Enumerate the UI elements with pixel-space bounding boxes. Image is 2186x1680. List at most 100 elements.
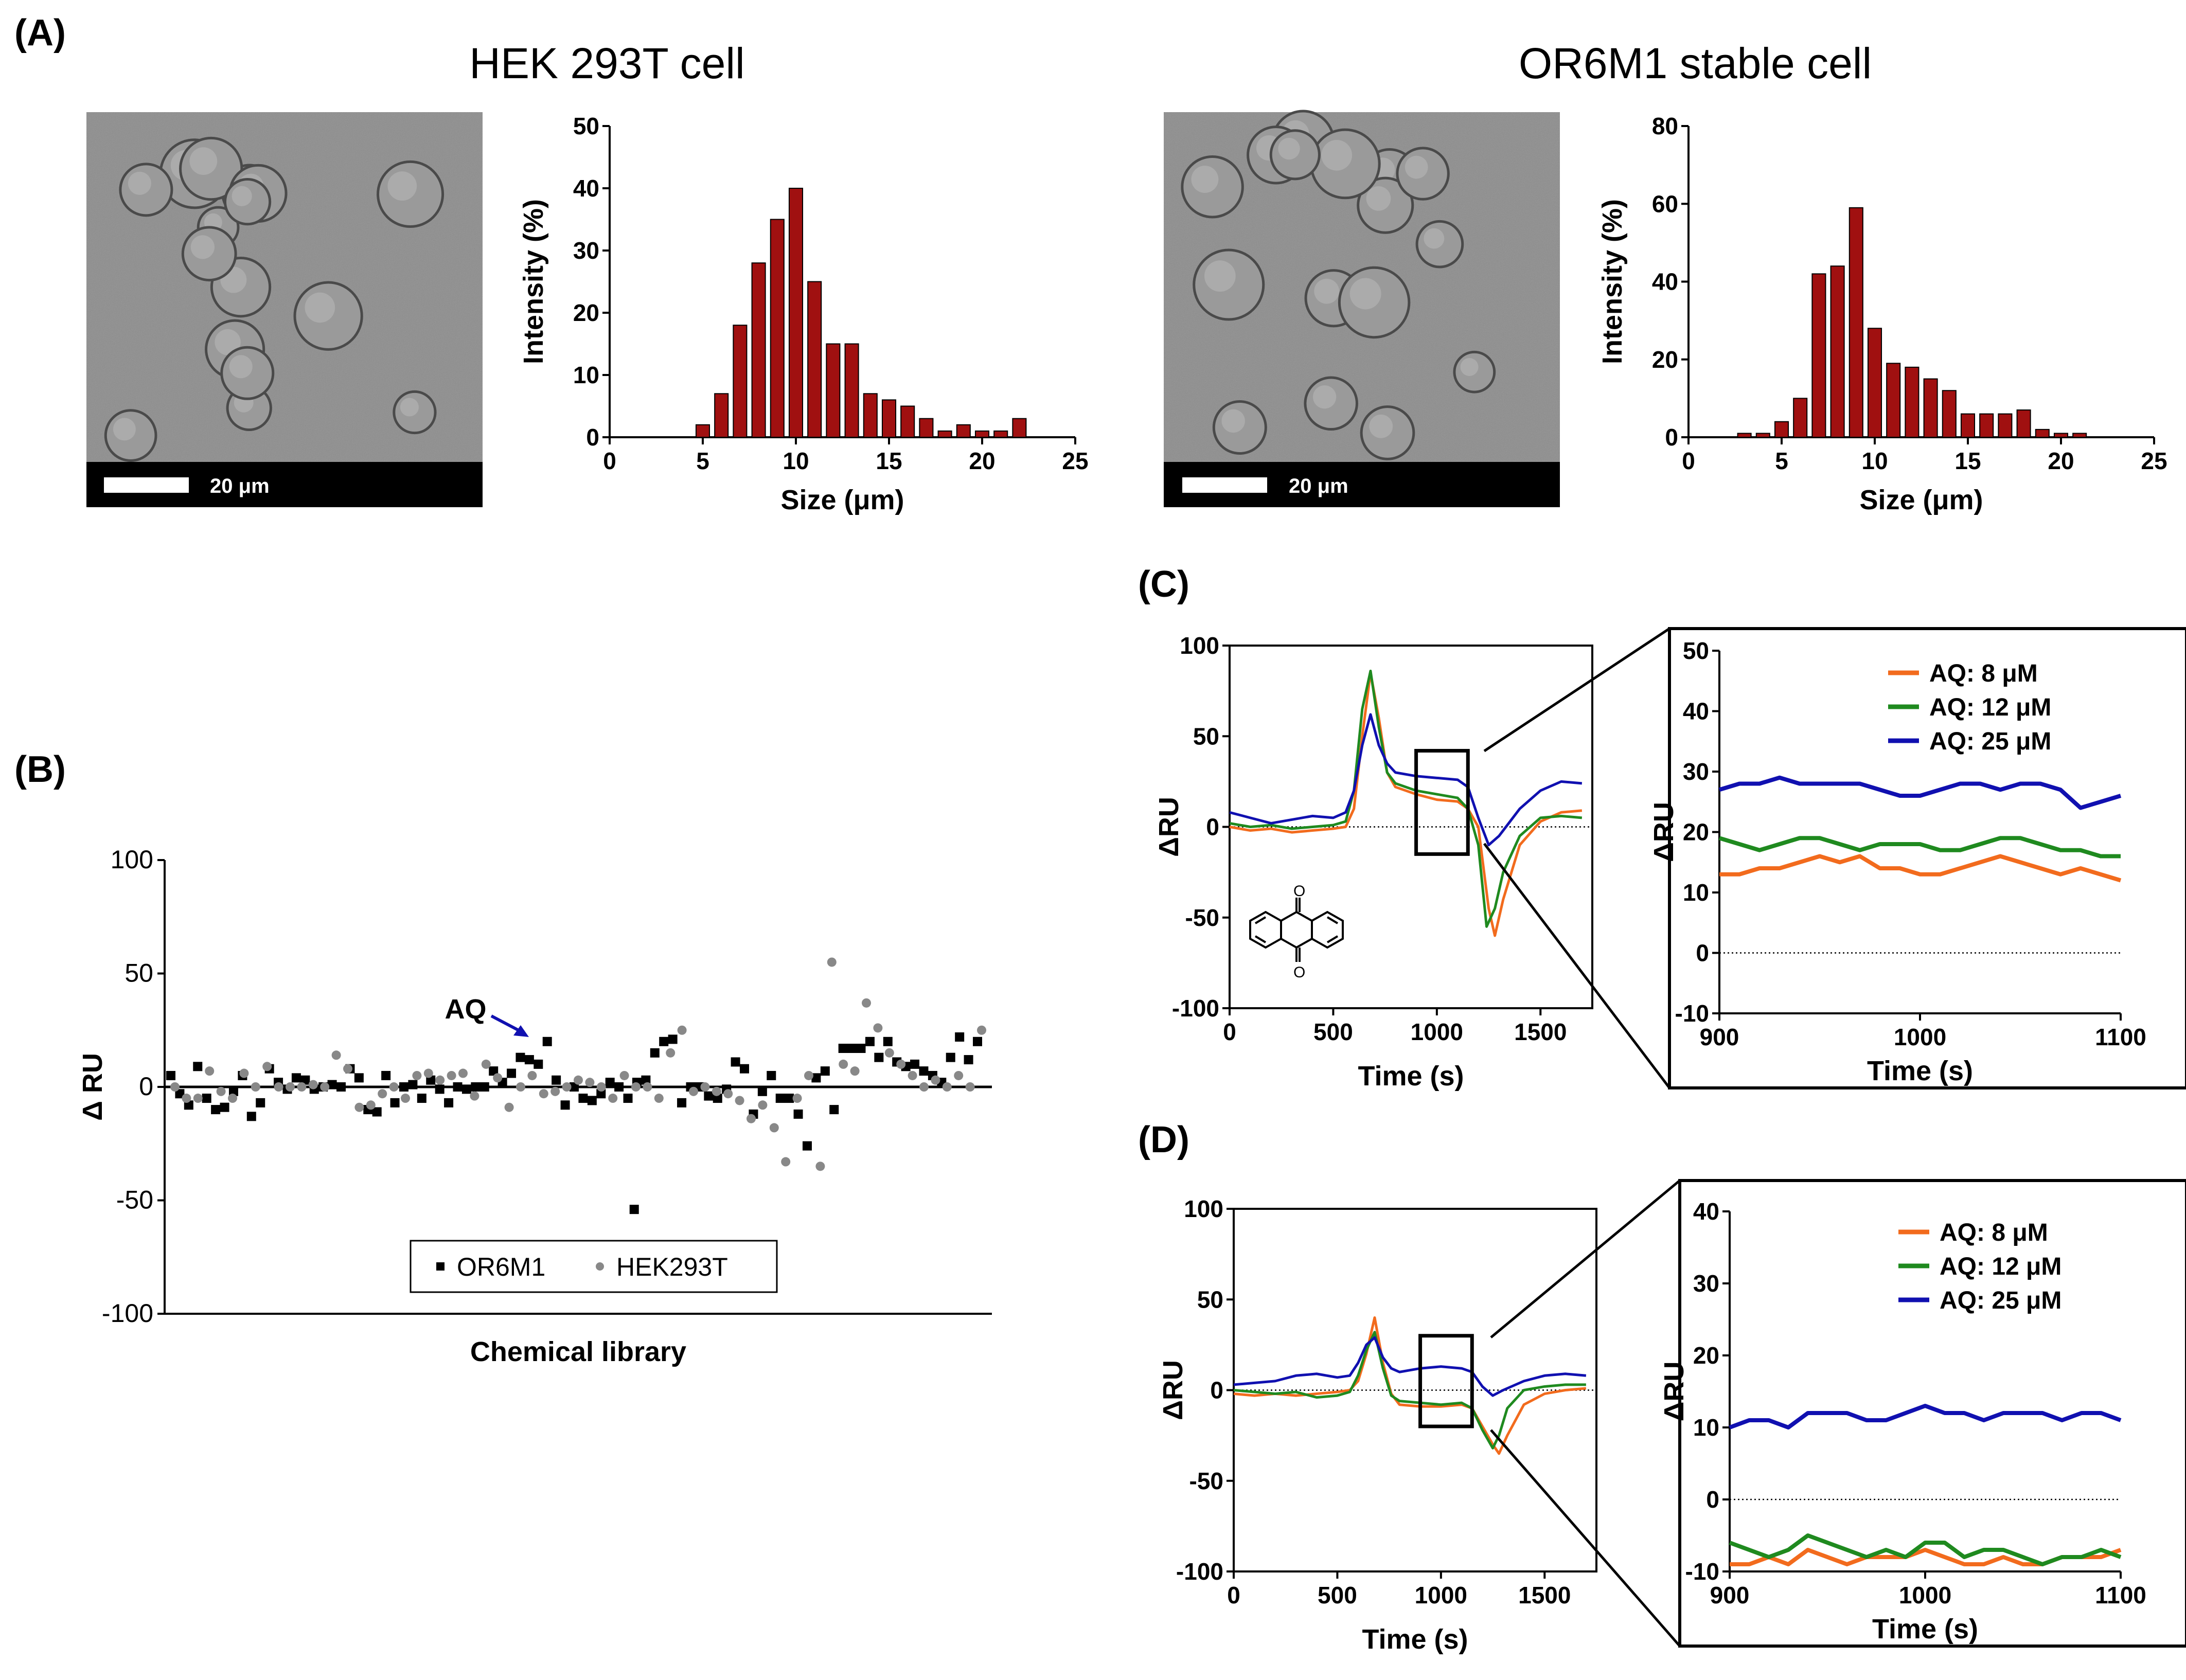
or-title: OR6M1 stable cell	[1519, 39, 1872, 87]
point-hek293t	[643, 1082, 652, 1092]
point-hek293t	[470, 1091, 479, 1101]
y-tick-label: 20	[1652, 346, 1678, 373]
legend-label: AQ: 25 μM	[1929, 728, 2051, 755]
bar	[1737, 433, 1752, 438]
point-or6m1	[946, 1052, 955, 1062]
y-tick-label: 80	[1652, 113, 1678, 139]
scale-label-1: 20 μm	[210, 475, 270, 497]
point-hek293t	[839, 1059, 848, 1069]
y-tick-label: 100	[1180, 632, 1219, 659]
y-tick-label: -50	[116, 1186, 153, 1214]
bar	[956, 424, 971, 438]
annotation-arrow	[490, 1014, 522, 1033]
y-tick-label: 50	[573, 113, 599, 139]
point-or6m1	[256, 1098, 265, 1107]
y-tick-label: -10	[1685, 1558, 1719, 1585]
x-tick-label: 0	[1682, 448, 1695, 474]
point-or6m1	[166, 1070, 175, 1080]
bar	[788, 188, 804, 438]
cell-highlight	[215, 329, 241, 355]
point-hek293t	[965, 1082, 975, 1092]
cell-blobs-or6m1	[1181, 110, 1496, 460]
series-line	[1233, 1336, 1587, 1397]
bar	[1998, 413, 2013, 438]
bar	[844, 343, 859, 438]
point-or6m1	[659, 1036, 669, 1046]
point-or6m1	[453, 1082, 463, 1092]
point-hek293t	[862, 998, 871, 1008]
x-tick-label: 15	[1954, 448, 1981, 474]
point-hek293t	[216, 1086, 226, 1096]
x-tick-label: 0	[603, 448, 616, 474]
point-hek293t	[585, 1078, 595, 1087]
point-or6m1	[193, 1062, 203, 1071]
point-hek293t	[516, 1082, 525, 1092]
point-or6m1	[560, 1100, 570, 1110]
y-tick-label: 50	[1197, 1286, 1223, 1313]
point-or6m1	[740, 1064, 750, 1074]
point-or6m1	[354, 1073, 364, 1083]
point-or6m1	[793, 1109, 803, 1119]
chart-inset-c: -10 0 10 20 30 40 50 900 1000 1100 Time (s) ΔRU AQ: …	[1648, 637, 2146, 1086]
bar	[807, 281, 822, 438]
oxygen-label-bottom: O	[1293, 964, 1305, 981]
point-hek293t	[977, 1025, 986, 1035]
point-hek293t	[896, 1059, 906, 1069]
point-or6m1	[211, 1105, 221, 1115]
point-hek293t	[804, 1070, 813, 1080]
y-tick-label: 0	[1206, 814, 1219, 841]
point-hek293t	[239, 1068, 249, 1078]
panel-label-d: (D)	[1138, 1119, 1189, 1160]
point-or6m1	[614, 1082, 624, 1092]
y-tick-label: -10	[1675, 1000, 1709, 1027]
y-tick-label: 40	[573, 175, 599, 202]
micrograph-hek: 20 μm	[86, 112, 483, 507]
x-tick-label: 5	[696, 448, 709, 474]
bar	[751, 262, 766, 438]
bar	[1774, 421, 1789, 438]
bar	[1886, 363, 1901, 438]
y-tick-label: 0	[1210, 1377, 1223, 1404]
bar	[826, 343, 841, 438]
point-hek293t	[412, 1070, 422, 1080]
legend-label: AQ: 8 μM	[1929, 660, 2038, 687]
y-tick-label: 0	[1696, 940, 1709, 967]
series-line	[1718, 836, 2121, 859]
x-tick-label: 1500	[1518, 1582, 1571, 1608]
y-tick-label: 40	[1683, 698, 1709, 725]
y-tick-label: 40	[1652, 269, 1678, 295]
scale-bar-2	[1182, 477, 1267, 493]
point-or6m1	[973, 1036, 982, 1046]
zoom-box	[1414, 748, 1470, 856]
point-or6m1	[587, 1096, 597, 1105]
point-hek293t	[297, 1082, 307, 1092]
point-or6m1	[336, 1082, 346, 1092]
point-or6m1	[820, 1066, 830, 1076]
annotation-aq: AQ	[445, 994, 487, 1025]
point-or6m1	[399, 1082, 408, 1092]
y-tick-label: 30	[1683, 758, 1709, 785]
y-tick-label: 30	[573, 237, 599, 264]
point-or6m1	[524, 1055, 534, 1065]
point-or6m1	[757, 1086, 767, 1096]
point-or6m1	[516, 1052, 525, 1062]
point-or6m1	[874, 1052, 884, 1062]
y-tick-label: -100	[1172, 995, 1219, 1022]
cell-highlight	[232, 186, 252, 206]
point-or6m1	[246, 1112, 256, 1121]
point-or6m1	[713, 1094, 722, 1103]
cell-blobs-hek	[104, 136, 445, 462]
x-tick-label: 1100	[2095, 1582, 2146, 1608]
bar	[695, 424, 710, 438]
point-or6m1	[802, 1141, 812, 1151]
point-or6m1	[327, 1080, 337, 1089]
point-hek293t	[689, 1086, 698, 1096]
point-or6m1	[570, 1082, 579, 1092]
hek-title: HEK 293T cell	[469, 39, 744, 87]
bar	[881, 399, 897, 438]
x-tick-label: 1000	[1894, 1024, 1946, 1050]
series-line	[1719, 854, 2122, 883]
point-hek293t	[493, 1073, 503, 1083]
